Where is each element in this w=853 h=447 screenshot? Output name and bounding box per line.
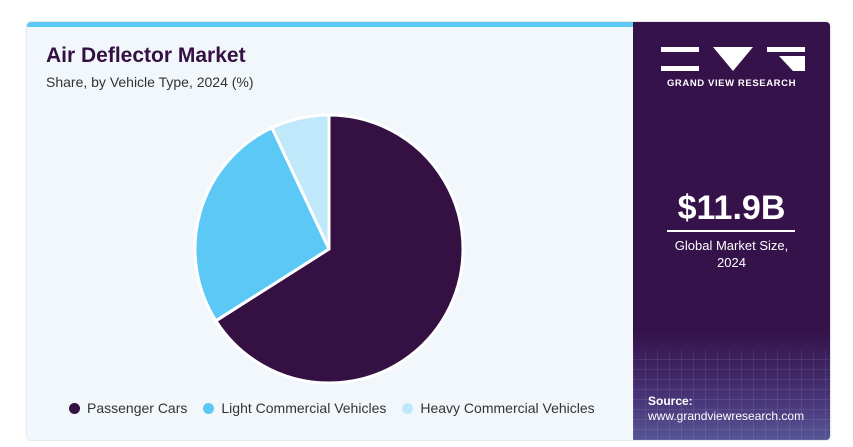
legend-swatch-passenger-cars [69, 402, 80, 414]
sidebar-gradient [633, 330, 830, 440]
market-size-caption: Global Market Size, 2024 [633, 237, 830, 271]
chart-panel: Air Deflector Market Share, by Vehicle T… [27, 27, 633, 440]
chart-title: Air Deflector Market [46, 44, 246, 67]
source-url: www.grandviewresearch.com [648, 409, 805, 423]
accent-bar [27, 22, 633, 27]
market-size-caption-line1: Global Market Size, [674, 238, 789, 253]
chart-subtitle: Share, by Vehicle Type, 2024 (%) [46, 74, 254, 90]
pie-chart-container [193, 113, 465, 385]
pie-slice-heavy-commercial-vehicles [270, 113, 331, 251]
sidebar-grid-decoration [633, 350, 830, 440]
infographic-card: Air Deflector Market Share, by Vehicle T… [27, 22, 830, 440]
pie-slice-passenger-cars [214, 113, 465, 385]
pie-slice-light-commercial-vehicles [193, 126, 331, 323]
market-size-caption-line2: 2024 [717, 255, 746, 270]
market-size-value: $11.9B [677, 189, 786, 227]
legend-item-passenger-cars: Passenger Cars [69, 400, 187, 416]
source-label: Source: [648, 394, 693, 408]
legend-item-heavy-commercial-vehicles: Heavy Commercial Vehicles [402, 400, 595, 416]
legend-label-passenger-cars: Passenger Cars [87, 400, 188, 416]
market-size-divider [667, 230, 795, 232]
legend-label-heavy-commercial-vehicles: Heavy Commercial Vehicles [420, 400, 595, 416]
legend-label-light-commercial-vehicles: Light Commercial Vehicles [221, 400, 387, 416]
pie-chart [193, 113, 465, 385]
summary-sidebar: GRAND VIEW RESEARCH $11.9B Global Market… [633, 22, 830, 440]
chart-legend: Passenger Cars Light Commercial Vehicles… [69, 400, 611, 416]
grand-view-research-logo-icon [661, 47, 805, 71]
legend-swatch-heavy-commercial-vehicles [402, 402, 414, 414]
legend-item-light-commercial-vehicles: Light Commercial Vehicles [203, 400, 386, 416]
legend-swatch-light-commercial-vehicles [203, 402, 215, 414]
brand-name: GRAND VIEW RESEARCH [666, 78, 797, 89]
